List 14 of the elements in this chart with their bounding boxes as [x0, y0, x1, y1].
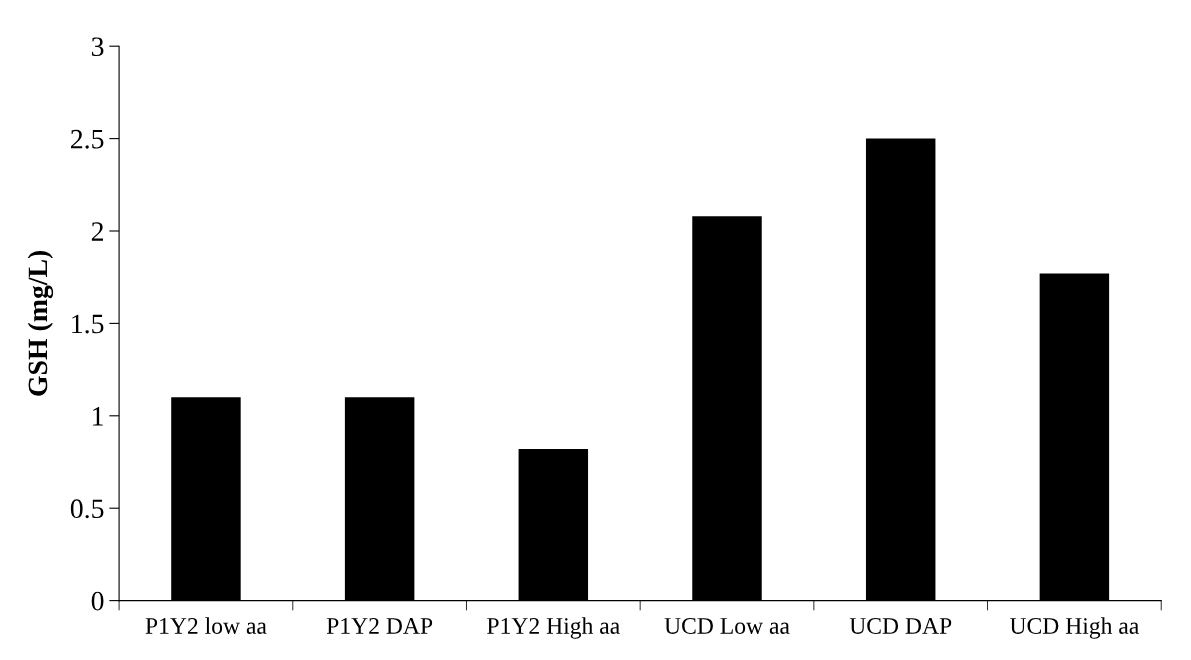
y-tick-label: 2 [91, 222, 103, 241]
y-tick-label: 0.5 [70, 499, 104, 519]
y-axis-title: GSH (mg/L) [27, 250, 54, 396]
x-tick-label: P1Y2 High aa [487, 617, 620, 639]
x-tick-label: P1Y2 DAP [326, 618, 433, 634]
y-tick-label: 0 [91, 591, 104, 611]
x-tick-label: UCD DAP [849, 618, 952, 634]
x-tick-label: UCD Low aa [664, 618, 790, 634]
y-tick-label: 1 [93, 407, 103, 426]
y-tick-label: 2.5 [71, 129, 104, 149]
x-tick-label: P1Y2 low aa [145, 617, 267, 634]
x-tick-label: UCD High aa [1009, 617, 1139, 639]
y-tick-label: 1.5 [72, 314, 104, 334]
y-tick-label: 3 [91, 37, 104, 57]
